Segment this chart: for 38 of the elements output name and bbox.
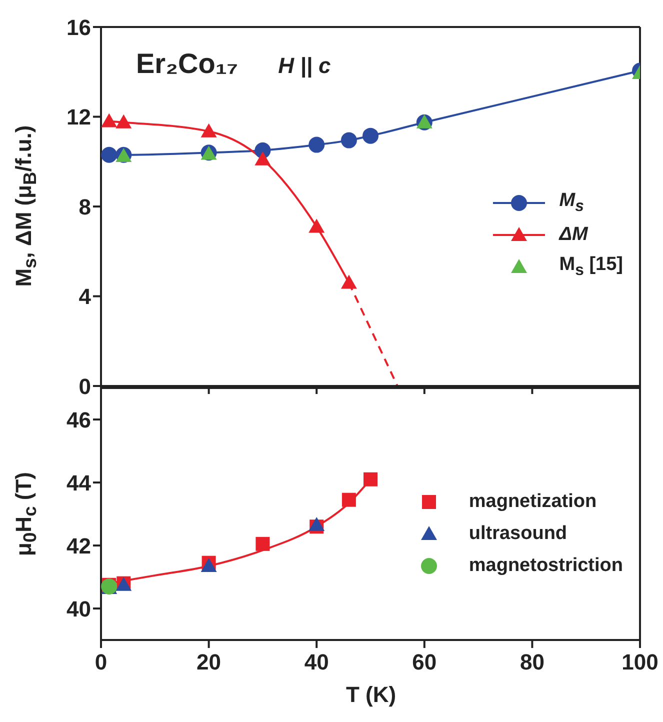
y-tick-label: 4	[78, 284, 92, 310]
point	[308, 218, 325, 233]
y-tick-label: 12	[66, 104, 91, 130]
point	[340, 132, 357, 148]
y-tick-label: 8	[78, 194, 91, 220]
y-tick-label: 0	[78, 374, 91, 399]
point	[101, 146, 118, 163]
point	[308, 517, 325, 532]
y-tick-label: 42	[66, 533, 91, 558]
legend-label: magnetization	[468, 490, 597, 513]
y-tick-label: 44	[66, 470, 92, 496]
point	[101, 113, 118, 128]
y-tick-label: 16	[66, 14, 91, 40]
y-tick-label: 46	[66, 407, 91, 432]
legend-label: M$_{s}$ [15]	[559, 254, 623, 280]
x-tick-label: 20	[196, 650, 222, 675]
x-tick-label: 40	[304, 650, 329, 675]
annotation: H || c	[278, 53, 331, 79]
point	[362, 128, 378, 144]
point	[342, 492, 356, 507]
x-axis-title: T (K)	[346, 682, 396, 708]
point	[256, 536, 270, 551]
legend-label: magnetostriction	[468, 554, 623, 577]
y-tick-label: 40	[66, 596, 91, 622]
point	[364, 472, 378, 486]
point	[116, 114, 132, 128]
point	[254, 151, 271, 166]
legend-label: ultrasound	[468, 522, 568, 545]
point	[308, 136, 325, 153]
x-tick-label: 100	[622, 650, 658, 675]
legend-label: ΔM	[559, 224, 588, 246]
x-tick-label: 60	[412, 650, 437, 675]
point	[340, 274, 357, 289]
annotation: Er₂Co₁₇	[136, 48, 238, 80]
point	[200, 123, 217, 138]
x-tick-label: 80	[520, 650, 544, 675]
legend-label: M$_{s}$	[559, 190, 584, 216]
x-tick-label: 0	[94, 650, 108, 675]
